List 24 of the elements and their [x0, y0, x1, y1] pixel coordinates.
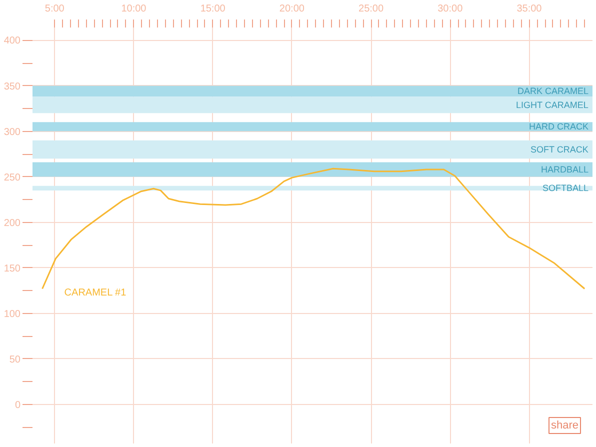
- x-tick-label: 35:00: [516, 4, 542, 14]
- y-tick-label: 0: [14, 400, 21, 411]
- y-tick-label: 400: [4, 36, 21, 47]
- x-tick-label: 20:00: [279, 4, 305, 14]
- y-tick-label: 150: [4, 263, 21, 274]
- annotation: share: [550, 420, 579, 432]
- y-tick-label: 250: [4, 172, 21, 184]
- y-tick-label: 200: [4, 218, 21, 229]
- x-tick-label: 15:00: [200, 4, 226, 14]
- y-tick-label: 300: [4, 126, 21, 138]
- y-tick-label: 350: [4, 81, 21, 92]
- x-tick-label: 25:00: [358, 4, 384, 14]
- y-tick-label: 50: [9, 354, 21, 366]
- band-label: HARD CRACK: [528, 122, 589, 132]
- band-label: HARDBALL: [540, 164, 589, 175]
- x-tick-label: 5:00: [44, 4, 65, 14]
- series-label: CARAMEL #1: [64, 287, 127, 298]
- band-label: DARK CARAMEL: [517, 86, 588, 96]
- band-label: SOFTBALL: [542, 183, 588, 194]
- x-tick-label: 10:00: [121, 4, 147, 14]
- band-label: SOFT CRACK: [530, 144, 588, 154]
- x-tick-label: 30:00: [438, 4, 464, 14]
- band-label: LIGHT CARAMEL: [516, 100, 588, 110]
- y-tick-label: 100: [4, 308, 21, 320]
